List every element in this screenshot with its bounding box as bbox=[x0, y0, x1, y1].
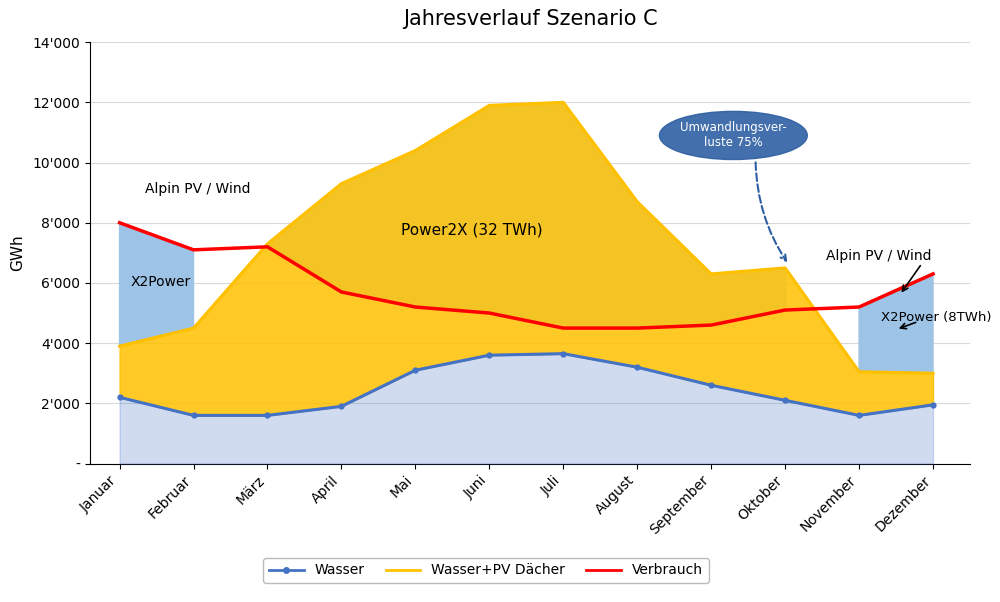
Wasser bbox=[114, 394, 126, 401]
Wasser bbox=[779, 397, 791, 404]
Legend: Wasser, Wasser+PV Dächer, Verbrauch: Wasser, Wasser+PV Dächer, Verbrauch bbox=[263, 558, 709, 583]
Verbrauch bbox=[779, 306, 791, 314]
Text: Alpin PV / Wind: Alpin PV / Wind bbox=[145, 182, 251, 196]
Verbrauch bbox=[335, 288, 347, 296]
Wasser bbox=[335, 403, 347, 410]
Verbrauch bbox=[927, 270, 939, 278]
Wasser+PV Dächer bbox=[853, 368, 865, 376]
Ellipse shape bbox=[659, 111, 807, 160]
Wasser+PV Dächer bbox=[261, 240, 273, 247]
Text: X2Power: X2Power bbox=[131, 275, 191, 289]
Text: Power2X (32 TWh): Power2X (32 TWh) bbox=[401, 223, 542, 238]
Wasser bbox=[853, 412, 865, 419]
Wasser+PV Dächer bbox=[409, 147, 421, 154]
Wasser bbox=[261, 412, 273, 419]
Wasser+PV Dächer bbox=[483, 102, 495, 109]
Verbrauch bbox=[557, 324, 569, 332]
Wasser bbox=[188, 412, 200, 419]
Text: Alpin PV / Wind: Alpin PV / Wind bbox=[826, 249, 931, 263]
Wasser bbox=[927, 402, 939, 409]
Wasser+PV Dächer bbox=[188, 324, 200, 332]
Text: X2Power (8TWh): X2Power (8TWh) bbox=[881, 311, 992, 323]
Text: Umwandlungsver-
luste 75%: Umwandlungsver- luste 75% bbox=[680, 122, 787, 149]
Verbrauch bbox=[261, 243, 273, 250]
Y-axis label: GWh: GWh bbox=[11, 235, 26, 271]
Wasser bbox=[483, 352, 495, 359]
Wasser+PV Dächer bbox=[631, 198, 643, 205]
Wasser bbox=[557, 350, 569, 358]
Verbrauch bbox=[705, 321, 717, 329]
Wasser+PV Dächer bbox=[114, 343, 126, 350]
Verbrauch bbox=[409, 303, 421, 311]
Title: Jahresverlauf Szenario C: Jahresverlauf Szenario C bbox=[403, 10, 657, 29]
Line: Verbrauch: Verbrauch bbox=[120, 223, 933, 328]
Wasser+PV Dächer bbox=[705, 270, 717, 278]
Line: Wasser: Wasser bbox=[117, 351, 935, 418]
Wasser bbox=[705, 382, 717, 389]
Wasser+PV Dächer bbox=[779, 264, 791, 272]
Verbrauch bbox=[188, 246, 200, 253]
Verbrauch bbox=[114, 219, 126, 226]
Wasser+PV Dächer bbox=[557, 99, 569, 106]
Wasser bbox=[409, 367, 421, 374]
Verbrauch bbox=[853, 303, 865, 311]
Line: Wasser+PV Dächer: Wasser+PV Dächer bbox=[120, 102, 933, 373]
Wasser+PV Dächer bbox=[927, 370, 939, 377]
Wasser bbox=[631, 364, 643, 371]
Verbrauch bbox=[483, 309, 495, 317]
Verbrauch bbox=[631, 324, 643, 332]
Wasser+PV Dächer bbox=[335, 180, 347, 187]
